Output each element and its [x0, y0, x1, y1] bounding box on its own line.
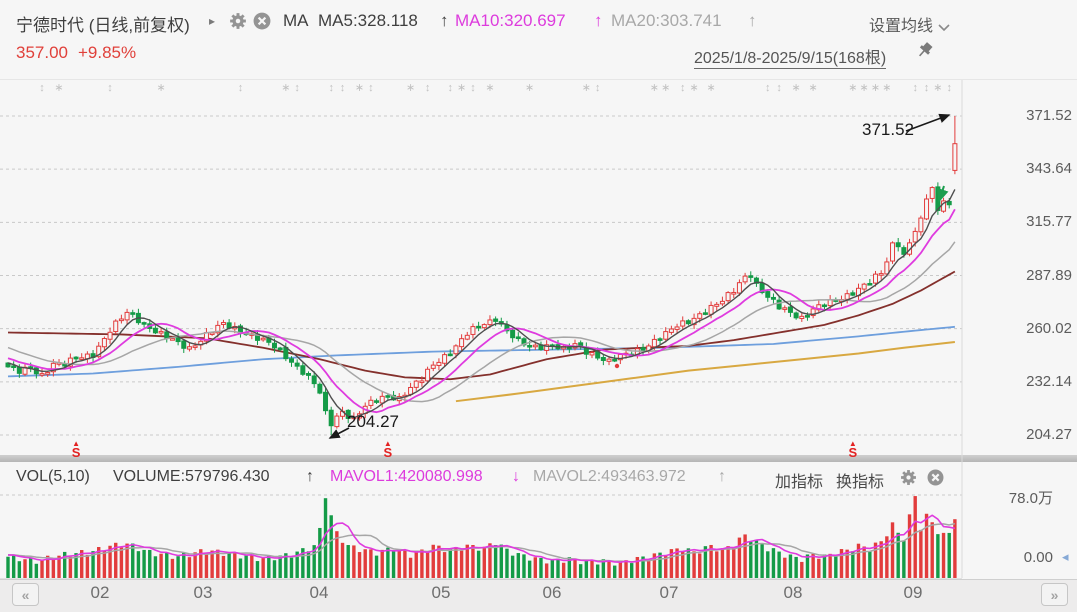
event-marker-icon[interactable]: ↕: [776, 82, 782, 94]
ma-settings-button[interactable]: 设置均线: [869, 18, 934, 35]
dividend-marker[interactable]: ▲ S: [383, 439, 393, 460]
event-marker-icon[interactable]: ↕: [339, 82, 346, 94]
event-marker-icon[interactable]: ∗: [882, 82, 892, 94]
event-marker-icon[interactable]: ↕: [368, 82, 374, 94]
month-label: 09: [903, 583, 923, 602]
volume-axis-min: 0.00: [1023, 549, 1053, 566]
vol-close-icon[interactable]: [927, 469, 944, 491]
event-marker-icon[interactable]: ∗: [870, 82, 881, 94]
ma5-trend-arrow: ↑: [440, 11, 449, 30]
month-label: 07: [659, 583, 679, 602]
gear-icon[interactable]: [229, 12, 247, 35]
event-marker-icon[interactable]: ↕: [470, 82, 476, 94]
event-marker-icon[interactable]: ↕: [424, 82, 431, 94]
event-marker-icon[interactable]: ∗: [689, 82, 699, 94]
collapse-handle-icon[interactable]: ◂: [1062, 549, 1069, 564]
event-marker-icon[interactable]: ∗: [848, 82, 858, 94]
change-percent: +9.85%: [78, 43, 137, 62]
event-marker-icon[interactable]: ∗: [706, 82, 716, 94]
price-tick: 343.64: [1026, 160, 1072, 178]
event-marker-icon[interactable]: ∗: [405, 82, 416, 94]
event-marker-icon[interactable]: ↕: [39, 82, 45, 94]
mavol1-value: MAVOL1:420080.998: [330, 468, 483, 485]
event-marker-icon[interactable]: ∗: [156, 82, 166, 94]
mavol2-trend-arrow: ↑: [718, 468, 726, 485]
event-marker-icon[interactable]: ∗: [525, 82, 535, 94]
volume-axis-max: 78.0万: [1008, 490, 1053, 507]
month-label: 08: [783, 583, 803, 602]
volume-trend-arrow: ↑: [306, 468, 314, 485]
event-marker-icon[interactable]: ∗: [281, 82, 291, 94]
event-marker-icon[interactable]: ∗: [456, 82, 467, 94]
event-marker-icon[interactable]: ↕: [912, 82, 918, 94]
mavol2-value: MAVOL2:493463.972: [533, 468, 686, 485]
expand-icon[interactable]: ▸: [209, 14, 216, 28]
ma10-trend-arrow: ↑: [594, 11, 603, 30]
header-divider: [0, 79, 1077, 80]
event-marker-icon[interactable]: ∗: [859, 82, 869, 94]
event-marker-icon[interactable]: ∗: [808, 82, 818, 94]
event-marker-icon[interactable]: ↕: [923, 82, 930, 94]
event-marker-icon[interactable]: ∗: [581, 82, 591, 94]
scroll-left-button[interactable]: «: [12, 583, 39, 606]
last-price: 357.00: [16, 43, 68, 62]
event-marker-icon[interactable]: ↕: [594, 82, 601, 94]
price-tick: 315.77: [1026, 213, 1072, 231]
ma10-value: MA10:320.697: [455, 11, 566, 30]
month-label: 03: [193, 583, 213, 602]
dividend-marker[interactable]: ▲ S: [848, 439, 858, 460]
month-label: 02: [90, 583, 110, 602]
dividend-marker[interactable]: ▲ S: [71, 439, 81, 460]
event-marker-icon[interactable]: ∗: [485, 82, 495, 94]
date-range-link[interactable]: 2025/1/8-2025/9/15(168根): [694, 44, 887, 69]
vol-gear-icon[interactable]: [900, 469, 917, 491]
ma5-value: MA5:328.118: [318, 11, 418, 30]
event-marker-icon[interactable]: ∗: [661, 82, 671, 94]
event-marker-icon[interactable]: ↕: [294, 82, 300, 94]
month-label: 04: [309, 583, 329, 602]
event-marker-icon[interactable]: ↕: [765, 82, 771, 94]
mavol1-trend-arrow: ↓: [512, 468, 520, 485]
price-tick: 260.02: [1026, 319, 1072, 337]
event-marker-icon[interactable]: ↕: [237, 82, 244, 94]
event-marker-icon[interactable]: ∗: [791, 82, 801, 94]
event-marker-icon[interactable]: ∗: [933, 82, 943, 94]
ma20-value: MA20:303.741: [611, 11, 722, 30]
event-marker-icon[interactable]: ↕: [328, 82, 334, 94]
switch-indicator-button[interactable]: 换指标: [836, 474, 885, 491]
price-tick: 287.89: [1026, 266, 1072, 284]
high-annotation: 371.52: [862, 120, 914, 139]
price-tick: 204.27: [1026, 426, 1072, 443]
event-marker-icon[interactable]: ∗: [649, 82, 659, 94]
close-indicator-icon[interactable]: [253, 12, 271, 35]
event-marker-icon[interactable]: ↕: [946, 82, 952, 94]
chevron-down-icon[interactable]: [938, 19, 950, 37]
price-tick: 371.52: [1026, 107, 1072, 124]
event-marker-icon[interactable]: ↕: [107, 82, 113, 94]
event-marker-icon[interactable]: ↕: [447, 82, 454, 94]
ma-group-label: MA: [283, 11, 309, 30]
ma20-trend-arrow: ↑: [748, 11, 757, 30]
event-marker-icon[interactable]: ∗: [54, 82, 64, 94]
symbol-title: 宁德时代 (日线,前复权): [16, 16, 190, 35]
volume-value: VOLUME:579796.430: [113, 468, 270, 485]
pin-icon[interactable]: [917, 42, 935, 65]
add-indicator-button[interactable]: 加指标: [775, 474, 824, 491]
price-tick: 232.14: [1026, 372, 1072, 390]
scroll-right-button[interactable]: »: [1041, 583, 1068, 606]
low-annotation: 204.27: [347, 412, 399, 431]
vol-indicator-label: VOL(5,10): [16, 468, 90, 485]
pane-separator[interactable]: [0, 455, 1077, 462]
month-label: 05: [431, 583, 451, 602]
event-marker-icon[interactable]: ↕: [679, 82, 686, 94]
month-label: 06: [542, 583, 562, 602]
event-marker-icon[interactable]: ∗: [354, 82, 365, 94]
